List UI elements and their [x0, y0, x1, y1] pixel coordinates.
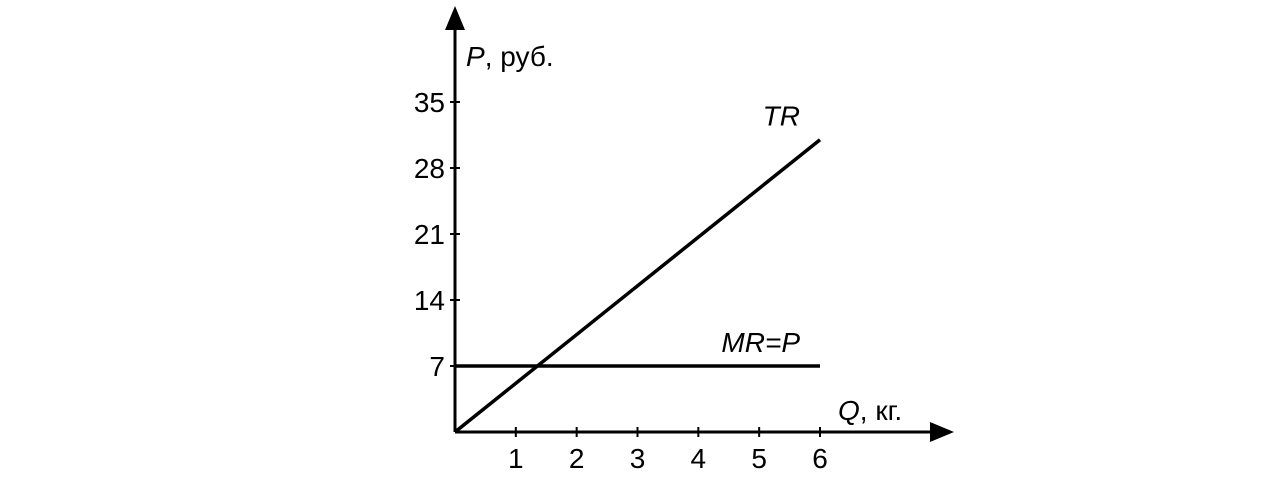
series-group: TR MR=P: [453, 101, 822, 434]
x-axis-unit: , кг.: [860, 395, 902, 426]
x-tick-label: 5: [751, 443, 767, 474]
series-line-tr: [453, 138, 822, 434]
x-tick-label: 6: [812, 443, 828, 474]
y-axis-unit: , руб.: [485, 41, 554, 72]
series-label: MR=P: [721, 327, 800, 358]
y-axis-arrow: [445, 6, 465, 30]
x-axis-label: Q, кг.: [838, 395, 902, 426]
ticks-group: 7 14 21 28 35 1 2 3 4 5 6: [414, 87, 828, 474]
x-axis-symbol: Q: [838, 395, 860, 426]
x-tick-label: 1: [508, 443, 524, 474]
y-tick-label: 7: [429, 351, 445, 382]
x-axis-arrow: [930, 422, 954, 442]
y-tick-label: 21: [414, 219, 445, 250]
x-tick-label: 3: [630, 443, 646, 474]
x-tick-label: 4: [691, 443, 707, 474]
x-tick-label: 2: [569, 443, 585, 474]
y-tick-label: 28: [414, 153, 445, 184]
y-tick-label: 14: [414, 285, 445, 316]
y-tick-label: 35: [414, 87, 445, 118]
y-axis-symbol: P: [466, 41, 485, 72]
series-label: TR: [763, 101, 800, 132]
y-axis-label: P, руб.: [466, 41, 554, 72]
